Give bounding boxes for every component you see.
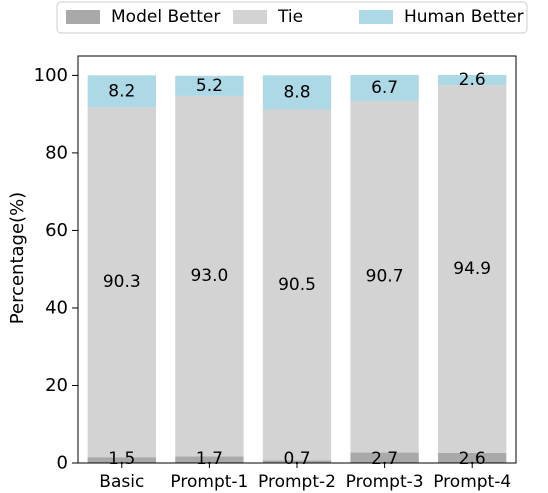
data-label-model-better: 2.7 [371, 449, 398, 469]
bar-model-better [350, 452, 419, 463]
x-tick-label: Prompt-1 [170, 472, 248, 492]
bar-tie [262, 109, 332, 461]
data-label-human-better: 2.6 [459, 70, 486, 90]
data-label-human-better: 5.2 [196, 76, 223, 96]
data-label-tie: 90.3 [103, 272, 141, 292]
x-tick-label: Prompt-4 [433, 472, 511, 492]
bar-tie [350, 100, 419, 453]
bar-model-better [262, 460, 332, 463]
bar-model-better [87, 457, 156, 463]
legend-swatch-human-better [359, 10, 393, 24]
bar-human-better [438, 74, 507, 86]
bar-model-better [175, 456, 244, 463]
value-labels: 1.5 90.3 8.2 1.7 93.0 5.2 0.7 90.5 8.8 2.7 90.7 6.7… [103, 70, 491, 469]
y-axis: 0 20 40 60 80 100 [34, 65, 78, 474]
bar-human-better [175, 75, 244, 96]
bar-tie [175, 95, 244, 457]
x-tick-label: Basic [99, 472, 144, 492]
legend-frame [56, 1, 528, 34]
legend-swatch-model-better [66, 10, 100, 24]
legend-swatch-tie [233, 10, 267, 24]
y-tick-label: 0 [57, 453, 68, 474]
bars [87, 74, 507, 463]
x-tick-label: Prompt-2 [258, 472, 336, 492]
legend: Model Better Tie Human Better [56, 1, 528, 34]
y-axis-label: Percentage(%) [7, 192, 28, 324]
y-tick-label: 20 [45, 375, 68, 396]
bar-tie [87, 107, 156, 458]
data-label-model-better: 1.7 [196, 449, 223, 469]
data-label-human-better: 8.2 [108, 81, 135, 101]
bar-human-better [262, 75, 332, 110]
legend-label-model-better: Model Better [111, 7, 220, 27]
bar-model-better [438, 452, 507, 463]
data-label-human-better: 6.7 [371, 78, 398, 98]
data-label-tie: 90.5 [278, 275, 316, 295]
legend-label-human-better: Human Better [404, 7, 524, 27]
bar-tie [438, 85, 507, 453]
data-label-model-better: 2.6 [459, 449, 486, 469]
data-label-model-better: 1.5 [108, 449, 135, 469]
data-label-human-better: 8.8 [283, 82, 310, 102]
bar-human-better [350, 74, 419, 101]
data-label-tie: 90.7 [366, 267, 404, 287]
x-axis: Basic Prompt-1 Prompt-2 Prompt-3 Prompt-4 [99, 463, 511, 492]
legend-label-tie: Tie [277, 7, 303, 27]
data-label-tie: 93.0 [190, 266, 228, 286]
y-tick-label: 80 [45, 142, 68, 163]
x-tick-label: Prompt-3 [346, 472, 424, 492]
y-tick-label: 60 [45, 220, 68, 241]
bar-human-better [87, 75, 156, 108]
y-tick-label: 40 [45, 297, 68, 318]
y-tick-label: 100 [34, 65, 68, 86]
data-label-model-better: 0.7 [283, 449, 310, 469]
data-label-tie: 94.9 [453, 259, 491, 279]
